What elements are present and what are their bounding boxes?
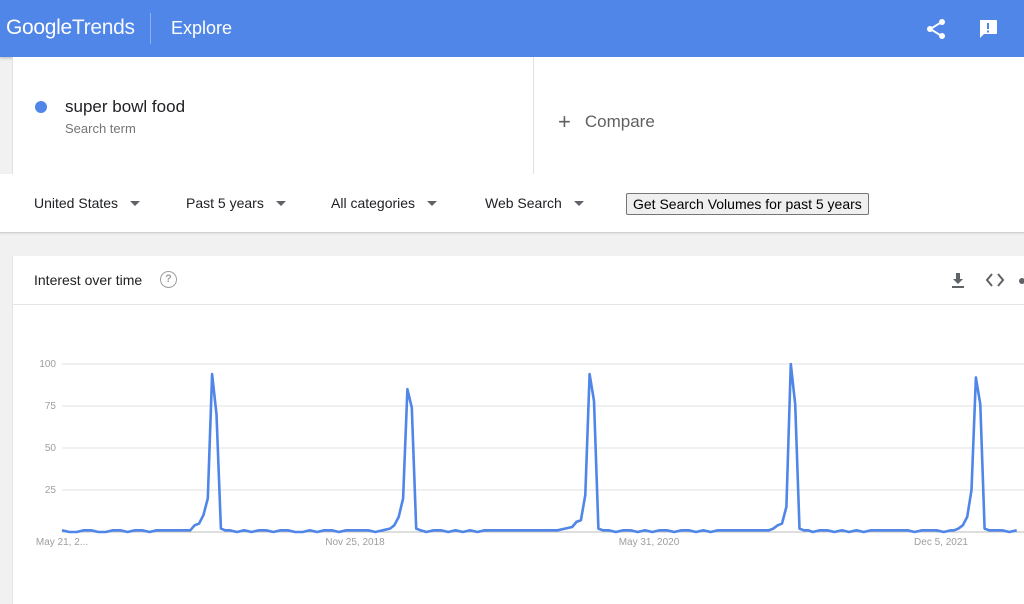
x-tick-labels: May 21, 2... Nov 25, 2018 May 31, 2020 Dec … bbox=[36, 537, 969, 548]
chart-series bbox=[61, 362, 1017, 534]
series-line[interactable] bbox=[61, 362, 1017, 534]
share-icon[interactable] bbox=[924, 17, 948, 41]
search-term-name[interactable]: super bowl food bbox=[65, 97, 186, 116]
x-tick-label: May 21, 2... bbox=[36, 537, 88, 548]
chevron-down-icon bbox=[275, 201, 286, 206]
help-icon[interactable]: ? bbox=[160, 271, 177, 288]
property-label: Web Search bbox=[485, 195, 562, 211]
plus-icon: + bbox=[558, 109, 571, 134]
x-tick-label: May 31, 2020 bbox=[619, 537, 680, 548]
header-divider bbox=[150, 13, 151, 44]
chevron-down-icon bbox=[130, 201, 141, 206]
region-label: United States bbox=[34, 195, 119, 211]
x-tick-label: Nov 25, 2018 bbox=[325, 537, 385, 548]
logo-trends: Trends bbox=[71, 16, 135, 39]
y-tick-labels: 25 50 75 100 bbox=[39, 359, 56, 496]
page-title: Explore bbox=[171, 18, 233, 38]
search-terms-panel: super bowl food Search term + Compare bbox=[12, 57, 1024, 174]
chevron-down-icon bbox=[427, 201, 438, 206]
category-label: All categories bbox=[331, 195, 416, 211]
feedback-icon[interactable] bbox=[976, 17, 1000, 41]
more-icon[interactable] bbox=[1019, 278, 1024, 284]
category-dropdown[interactable]: All categories bbox=[331, 195, 438, 211]
period-label: Past 5 years bbox=[186, 195, 264, 211]
search-term-label: Search term bbox=[65, 121, 136, 136]
google-trends-logo[interactable]: GoogleTrends bbox=[6, 16, 135, 40]
compare-label: Compare bbox=[584, 112, 655, 131]
embed-icon[interactable] bbox=[984, 270, 1006, 290]
download-icon[interactable] bbox=[949, 271, 967, 289]
term-color-dot bbox=[35, 101, 47, 113]
interest-chart: 25 50 75 100 May 21, 2... Nov 25, 2018 May 31… bbox=[36, 359, 1024, 548]
y-tick-label: 100 bbox=[39, 359, 56, 370]
search-term-card[interactable]: super bowl food Search term bbox=[13, 57, 534, 174]
card-title: Interest over time bbox=[34, 272, 143, 288]
period-dropdown[interactable]: Past 5 years bbox=[186, 195, 286, 211]
y-tick-label: 50 bbox=[45, 443, 57, 454]
get-search-volumes-button[interactable]: Get Search Volumes for past 5 years bbox=[626, 193, 869, 215]
x-tick-label: Dec 5, 2021 bbox=[914, 537, 968, 548]
y-tick-label: 25 bbox=[45, 485, 57, 496]
region-dropdown[interactable]: United States bbox=[34, 195, 141, 211]
y-tick-label: 75 bbox=[45, 401, 57, 412]
filter-bar: United States Past 5 years All categorie… bbox=[0, 174, 1024, 233]
interest-over-time-card: Interest over time ? bbox=[12, 256, 1024, 604]
card-header: Interest over time ? bbox=[13, 256, 1024, 305]
compare-button[interactable]: + Compare bbox=[558, 107, 655, 134]
chevron-down-icon bbox=[573, 201, 584, 206]
property-dropdown[interactable]: Web Search bbox=[485, 195, 584, 211]
top-bar: GoogleTrends Explore bbox=[0, 0, 1024, 57]
logo-google: Google bbox=[6, 16, 72, 39]
